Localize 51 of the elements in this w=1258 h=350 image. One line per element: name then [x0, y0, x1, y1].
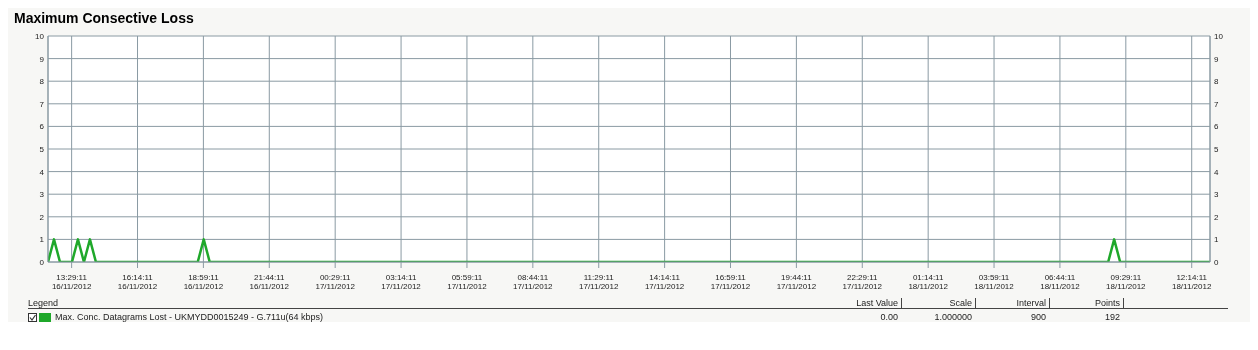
- x-tick-label: 18:59:11 16/11/2012: [183, 273, 224, 291]
- y2-tick-label: 8: [1214, 77, 1219, 87]
- y-tick-label: 6: [39, 122, 45, 132]
- x-tick-label: 05:59:11 17/11/2012: [447, 273, 488, 291]
- y2-tick-label: 4: [1214, 167, 1219, 177]
- y2-tick-label: 6: [1214, 122, 1219, 132]
- x-tick-label: 06:44:11 18/11/2012: [1040, 273, 1081, 291]
- x-tick-label: 08:44:11 17/11/2012: [513, 273, 554, 291]
- y2-tick-label: 7: [1214, 99, 1219, 109]
- y2-tick-label: 9: [1214, 54, 1219, 64]
- y2-tick-label: 2: [1214, 212, 1219, 222]
- x-tick-label: 03:14:11 17/11/2012: [381, 273, 422, 291]
- text: Points: [1050, 298, 1124, 308]
- x-tick-label: 22:29:11 17/11/2012: [842, 273, 883, 291]
- legend-label: Max. Conc. Datagrams Lost - UKMYDD0015249 - G.711u(64 kbps): [55, 312, 323, 322]
- x-tick-label: 09:29:11 18/11/2012: [1106, 273, 1147, 291]
- text: 0.00: [879, 312, 899, 322]
- x-tick-label: 13:29:11 16/11/2012: [51, 273, 92, 291]
- y-tick-label: 8: [39, 77, 45, 87]
- x-tick-label: 01:14:11 18/11/2012: [908, 273, 949, 291]
- text: 1.000000: [933, 312, 973, 322]
- y-tick-label: 7: [39, 99, 45, 109]
- text: Scale: [902, 298, 976, 308]
- y-tick-label: 10: [35, 32, 45, 41]
- x-tick-label: 21:44:11 16/11/2012: [249, 273, 290, 291]
- y-tick-label: 2: [39, 212, 45, 222]
- x-tick-label: 03:59:11 18/11/2012: [974, 273, 1015, 291]
- y-tick-label: 5: [39, 145, 45, 154]
- x-tick-label: 12:14:11 18/11/2012: [1171, 273, 1212, 291]
- text: Interval: [976, 298, 1050, 308]
- chart-title: Maximum Consective Loss: [13, 9, 195, 28]
- text: 900: [1029, 312, 1047, 322]
- y-tick-label: 1: [39, 235, 45, 245]
- x-tick-label: 11:29:11 17/11/2012: [579, 273, 619, 291]
- y2-tick-label: 3: [1214, 190, 1219, 200]
- x-tick-label: 19:44:11 17/11/2012: [776, 273, 817, 291]
- legend-title: Legend: [28, 298, 60, 308]
- x-tick-label: 14:14:11 17/11/2012: [644, 273, 685, 291]
- y-tick-label: 0: [39, 258, 45, 267]
- x-tick-label: 16:59:11 17/11/2012: [710, 273, 751, 291]
- y2-tick-label: 10: [1214, 32, 1224, 41]
- y2-tick-label: 1: [1214, 235, 1219, 245]
- y2-tick-label: 0: [1214, 258, 1219, 267]
- y-tick-label: 4: [39, 167, 45, 177]
- text: 192: [1103, 312, 1121, 322]
- y-tick-label: 3: [39, 190, 45, 200]
- x-tick-label: 00:29:11 17/11/2012: [315, 273, 356, 291]
- y2-tick-label: 5: [1214, 145, 1219, 154]
- text: Last Value: [828, 298, 902, 308]
- x-tick-label: 16:14:11 16/11/2012: [117, 273, 158, 291]
- y-tick-label: 9: [39, 54, 45, 64]
